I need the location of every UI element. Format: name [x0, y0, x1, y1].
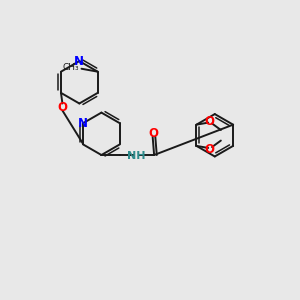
Text: N: N [77, 117, 88, 130]
Text: O: O [57, 100, 68, 113]
Text: O: O [205, 115, 215, 128]
Text: CH₃: CH₃ [62, 63, 79, 72]
Text: N: N [74, 55, 84, 68]
Text: O: O [205, 143, 215, 156]
Text: NH: NH [127, 152, 145, 161]
Text: O: O [149, 127, 159, 140]
